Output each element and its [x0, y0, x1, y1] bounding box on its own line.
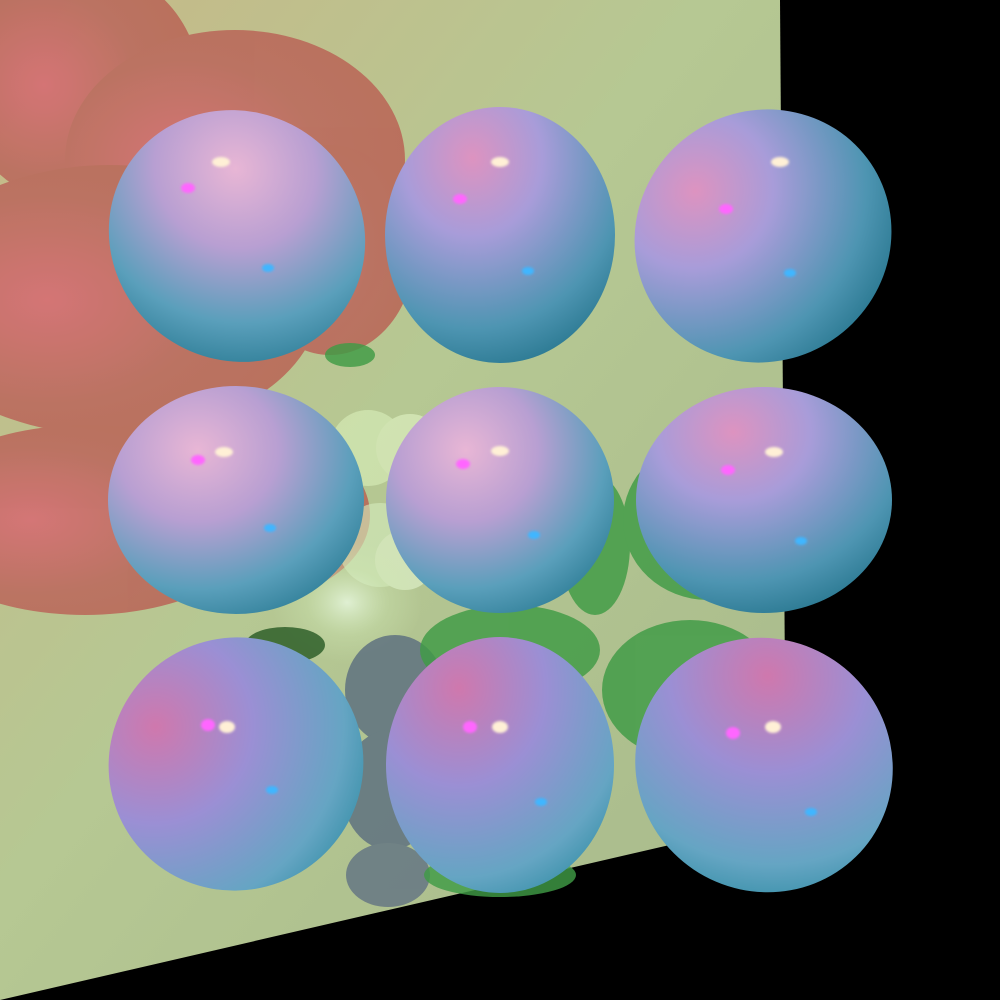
- sphere-r3-c3: [635, 637, 893, 893]
- specular-highlight-white: [492, 721, 508, 733]
- sphere-row-3: [108, 637, 893, 893]
- specular-highlight-white: [212, 157, 230, 167]
- blue-shadow-3: [346, 843, 430, 907]
- specular-highlight-pink: [726, 727, 740, 739]
- sphere-body: [634, 109, 892, 363]
- specular-highlight-pink: [463, 721, 477, 733]
- specular-highlight-blue: [535, 798, 547, 806]
- sphere-body: [636, 387, 892, 613]
- specular-highlight-white: [219, 721, 235, 733]
- green-shadow-6: [325, 343, 375, 367]
- specular-highlight-white: [215, 447, 233, 457]
- specular-highlight-blue: [262, 264, 274, 272]
- specular-highlight-blue: [264, 524, 276, 532]
- sphere-grid: [108, 107, 893, 893]
- sphere-row-1: [108, 107, 892, 363]
- sphere-r3-c2: [386, 637, 614, 893]
- specular-highlight-blue: [522, 267, 534, 275]
- specular-highlight-white: [765, 721, 781, 733]
- specular-highlight-pink: [719, 204, 733, 214]
- sphere-body: [635, 637, 893, 893]
- sphere-body: [386, 637, 614, 893]
- sphere-r2-c2: [386, 387, 614, 613]
- specular-highlight-white: [491, 157, 509, 167]
- sphere-body: [108, 110, 366, 362]
- specular-highlight-pink: [181, 183, 195, 193]
- sphere-r1-c3: [634, 109, 892, 363]
- specular-highlight-pink: [453, 194, 467, 204]
- specular-highlight-blue: [795, 537, 807, 545]
- sphere-r3-c1: [108, 637, 364, 891]
- specular-highlight-blue: [805, 808, 817, 816]
- sphere-r1-c2: [385, 107, 615, 363]
- sphere-r2-c3: [636, 387, 892, 613]
- sphere-row-2: [108, 386, 892, 614]
- sphere-r2-c1: [108, 386, 364, 614]
- sphere-body: [108, 637, 364, 891]
- specular-highlight-blue: [266, 786, 278, 794]
- specular-highlight-white: [491, 446, 509, 456]
- sphere-body: [386, 387, 614, 613]
- sphere-body: [108, 386, 364, 614]
- specular-highlight-blue: [784, 269, 796, 277]
- specular-highlight-white: [771, 157, 789, 167]
- specular-highlight-pink: [201, 719, 215, 731]
- specular-highlight-white: [765, 447, 783, 457]
- specular-highlight-pink: [191, 455, 205, 465]
- sphere-body: [385, 107, 615, 363]
- specular-highlight-blue: [528, 531, 540, 539]
- specular-highlight-pink: [721, 465, 735, 475]
- sphere-r1-c1: [108, 110, 366, 362]
- specular-highlight-pink: [456, 459, 470, 469]
